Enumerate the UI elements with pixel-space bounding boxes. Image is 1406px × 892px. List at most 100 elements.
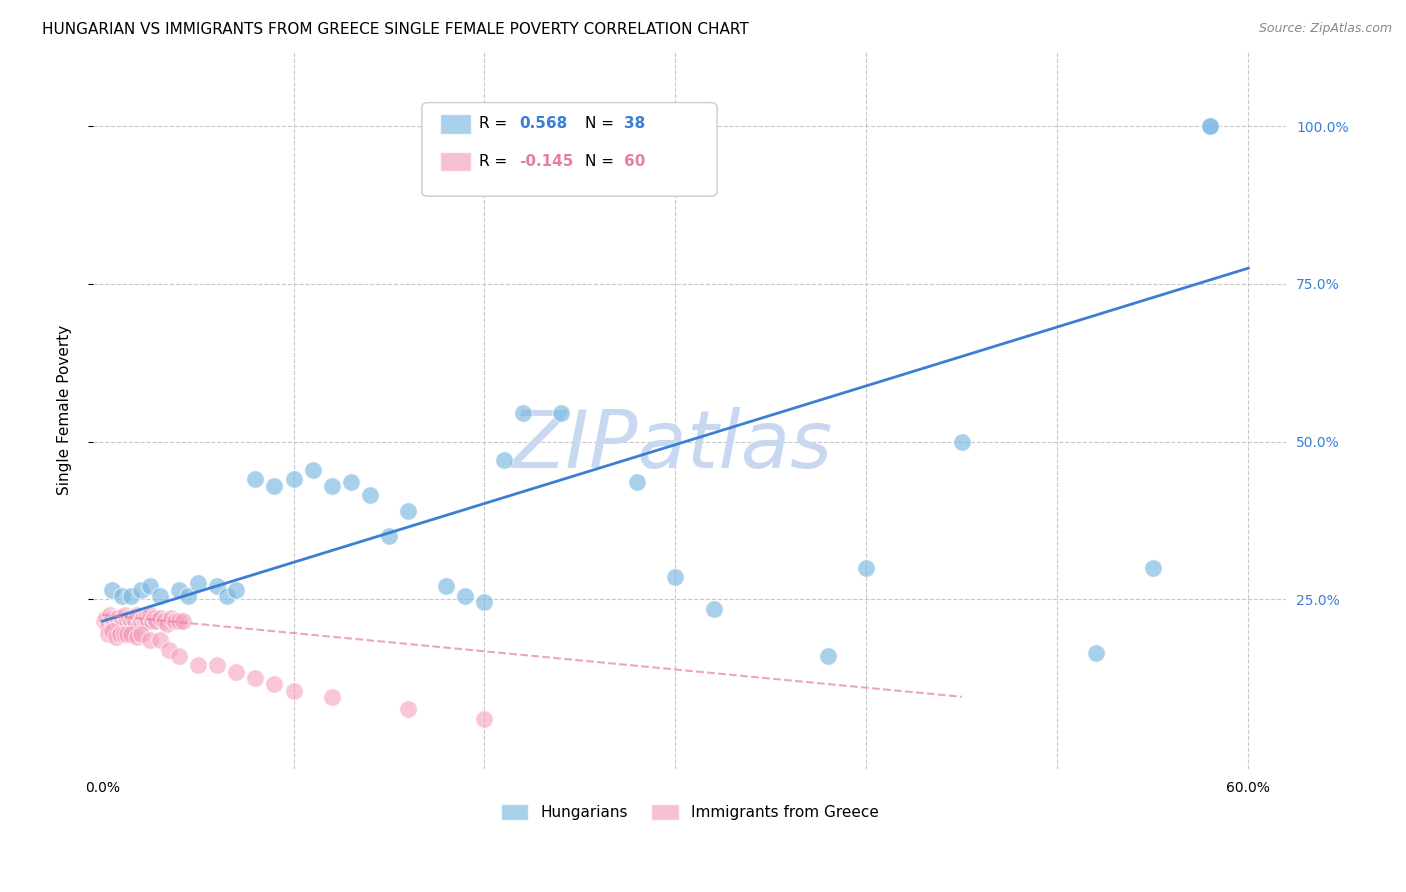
Point — [378, 529, 401, 543]
Text: -0.145: -0.145 — [519, 154, 574, 169]
Point — [97, 627, 120, 641]
Point — [124, 614, 146, 628]
Point — [187, 576, 209, 591]
Point — [128, 617, 150, 632]
Point — [134, 614, 156, 628]
Point — [139, 633, 162, 648]
Point — [187, 658, 209, 673]
Point — [664, 570, 686, 584]
Point — [1199, 120, 1222, 134]
Point — [149, 589, 172, 603]
Point — [103, 617, 125, 632]
Point — [143, 611, 166, 625]
Point — [117, 614, 139, 628]
Point — [205, 658, 228, 673]
Point — [129, 627, 152, 641]
Point — [101, 611, 124, 625]
Point — [107, 614, 129, 628]
Point — [474, 712, 496, 726]
Point — [112, 627, 135, 641]
Point — [225, 665, 247, 679]
Point — [167, 648, 190, 663]
Point — [108, 627, 131, 641]
Point — [149, 633, 172, 648]
Point — [263, 478, 285, 492]
Point — [157, 642, 180, 657]
Point — [139, 580, 162, 594]
Text: N =: N = — [585, 117, 619, 131]
Point — [492, 453, 515, 467]
Text: HUNGARIAN VS IMMIGRANTS FROM GREECE SINGLE FEMALE POVERTY CORRELATION CHART: HUNGARIAN VS IMMIGRANTS FROM GREECE SING… — [42, 22, 749, 37]
Text: 0.568: 0.568 — [519, 117, 567, 131]
Point — [205, 580, 228, 594]
Point — [114, 607, 136, 622]
Point — [703, 601, 725, 615]
Point — [301, 463, 323, 477]
Point — [101, 614, 124, 628]
Point — [321, 478, 343, 492]
Point — [950, 434, 973, 449]
Point — [120, 614, 142, 628]
Legend: Hungarians, Immigrants from Greece: Hungarians, Immigrants from Greece — [495, 798, 884, 826]
Point — [156, 617, 179, 632]
Point — [125, 607, 148, 622]
Point — [129, 614, 152, 628]
Point — [135, 611, 157, 625]
Point — [817, 648, 839, 663]
Point — [165, 614, 187, 628]
Point — [550, 406, 572, 420]
Text: 60: 60 — [624, 154, 645, 169]
Point — [359, 488, 381, 502]
Point — [111, 611, 134, 625]
Point — [626, 475, 648, 490]
Point — [111, 589, 134, 603]
Point — [122, 611, 145, 625]
Point — [101, 582, 124, 597]
Point — [283, 683, 305, 698]
Point — [263, 677, 285, 691]
Point — [138, 614, 160, 628]
Point — [139, 607, 162, 622]
Point — [107, 611, 129, 625]
Point — [340, 475, 363, 490]
Point — [245, 472, 267, 486]
Point — [152, 614, 174, 628]
Point — [98, 607, 121, 622]
Point — [120, 589, 142, 603]
Point — [434, 580, 457, 594]
Point — [129, 582, 152, 597]
Point — [321, 690, 343, 704]
Point — [112, 617, 135, 632]
Text: ZIPatlas: ZIPatlas — [510, 407, 832, 485]
Point — [396, 702, 419, 716]
Point — [111, 614, 134, 628]
Point — [108, 617, 131, 632]
Point — [149, 611, 172, 625]
Point — [172, 614, 194, 628]
Point — [245, 671, 267, 685]
Point — [160, 611, 183, 625]
Y-axis label: Single Female Poverty: Single Female Poverty — [58, 325, 72, 495]
Point — [104, 630, 127, 644]
Text: 38: 38 — [624, 117, 645, 131]
Text: R =: R = — [479, 154, 513, 169]
Point — [225, 582, 247, 597]
Point — [97, 620, 120, 634]
Point — [141, 614, 163, 628]
Point — [215, 589, 238, 603]
Point — [1142, 560, 1164, 574]
Point — [120, 627, 142, 641]
Point — [104, 611, 127, 625]
Point — [145, 614, 167, 628]
Text: R =: R = — [479, 117, 513, 131]
Point — [96, 611, 118, 625]
Point — [125, 630, 148, 644]
Point — [101, 624, 124, 638]
Point — [177, 589, 200, 603]
Point — [131, 611, 153, 625]
Text: N =: N = — [585, 154, 619, 169]
Text: Source: ZipAtlas.com: Source: ZipAtlas.com — [1258, 22, 1392, 36]
Point — [118, 611, 141, 625]
Point — [283, 472, 305, 486]
Point — [512, 406, 534, 420]
